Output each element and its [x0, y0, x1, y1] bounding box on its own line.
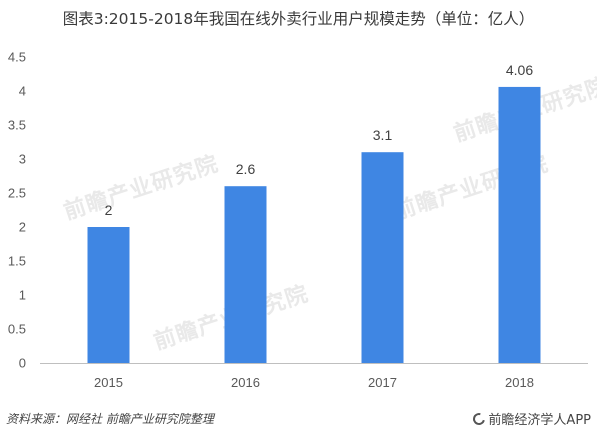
y-tick-label: 1: [19, 288, 26, 303]
chart-title: 图表3:2015-2018年我国在线外卖行业用户规模走势（单位：亿人）: [62, 10, 535, 28]
data-label: 2: [105, 202, 113, 218]
bar: [498, 86, 541, 364]
bar: [361, 152, 404, 363]
bar: [224, 186, 267, 363]
x-tick-label: 2017: [368, 375, 397, 390]
x-tick-label: 2016: [231, 375, 260, 390]
x-tick-label: 2018: [505, 375, 534, 390]
x-tick-label: 2015: [94, 375, 123, 390]
brand-logo-icon: [471, 410, 488, 427]
y-tick-label: 1.5: [8, 254, 26, 269]
bar: [87, 227, 130, 363]
y-tick-label: 3: [19, 152, 26, 167]
y-tick-label: 3.5: [8, 118, 26, 133]
y-tick-label: 2: [19, 220, 26, 235]
y-tick-label: 4.5: [8, 50, 26, 65]
y-tick-label: 0.5: [8, 322, 26, 337]
brand-label: 前瞻经济学人APP: [471, 409, 591, 428]
y-tick-label: 0: [19, 356, 26, 371]
source-note: 资料来源：网经社 前瞻产业研究院整理: [6, 412, 214, 426]
y-tick-label: 2.5: [8, 186, 26, 201]
brand-text: 前瞻经济学人APP: [488, 413, 591, 428]
y-tick-label: 4: [19, 84, 26, 99]
data-label: 3.1: [373, 127, 393, 143]
data-label: 2.6: [236, 161, 256, 177]
data-label: 4.06: [506, 62, 533, 78]
